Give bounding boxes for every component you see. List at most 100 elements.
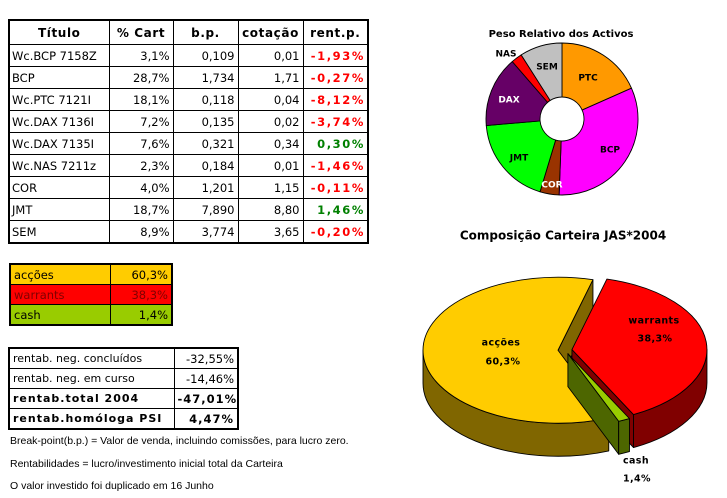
pie-slice-1-top	[571, 278, 708, 415]
table-row: SEM 8,9% 3,774 3,65 -0,20%	[8, 220, 369, 244]
table-row: Wc.DAX 7136I 7,2% 0,135 0,02 -3,74%	[8, 110, 369, 133]
table-row: BCP 28,7% 1,734 1,71 -0,27%	[8, 66, 369, 89]
donut-label-dax: DAX	[498, 96, 519, 106]
pie-chart-title: Composição Carteira JAS*2004	[460, 229, 666, 243]
cell-rent: -1,93%	[302, 44, 369, 67]
cell-cotacao: 3,65	[237, 220, 304, 244]
cell-titulo: Wc.PTC 7121I	[8, 88, 110, 111]
pie-label-acoes: acções	[482, 338, 521, 349]
cell-bp: 1,734	[172, 66, 239, 89]
cell-bp: 1,201	[172, 176, 239, 199]
header-cart: % Cart	[108, 19, 174, 45]
cell-bp: 0,184	[172, 154, 239, 177]
table-row: Wc.BCP 7158Z 3,1% 0,109 0,01 -1,93%	[8, 44, 369, 67]
cell-cart: 18,1%	[108, 88, 174, 111]
allocation-value: 38,3%	[109, 284, 173, 305]
cell-bp: 0,118	[172, 88, 239, 111]
cell-cart: 7,2%	[108, 110, 174, 133]
donut-slice-nas	[511, 54, 551, 103]
allocation-label: warrants	[9, 284, 111, 305]
cell-bp: 0,135	[172, 110, 239, 133]
donut-label-bcp: BCP	[600, 146, 620, 156]
pie-value-cash: 1,4%	[623, 474, 651, 485]
table-row: Wc.PTC 7121I 18,1% 0,118 0,04 -8,12%	[8, 88, 369, 111]
returns-value: -14,46%	[173, 368, 239, 389]
cell-cotacao: 0,04	[237, 88, 304, 111]
table-row: COR 4,0% 1,201 1,15 -0,11%	[8, 176, 369, 199]
pie-slices	[422, 276, 708, 457]
cell-titulo: COR	[8, 176, 110, 199]
table-row: JMT 18,7% 7,890 8,80 1,46%	[8, 198, 369, 221]
cell-cart: 2,3%	[108, 154, 174, 177]
cell-rent: 1,46%	[302, 198, 369, 221]
allocation-value: 60,3%	[109, 263, 173, 285]
donut-slice-bcp	[558, 87, 639, 196]
returns-label: rentab. neg. concluídos	[8, 347, 175, 369]
pie-slice-2-top	[567, 353, 630, 422]
pie-slice-0-cut-face	[557, 279, 594, 384]
donut-slice-ptc	[561, 42, 632, 111]
portfolio-header-row: Título % Cart b.p. cotação rent.p.	[8, 19, 369, 45]
cell-cotacao: 1,15	[237, 176, 304, 199]
allocation-row-warrants: warrants 38,3%	[9, 284, 173, 305]
returns-label: rentab.homóloga PSI	[8, 408, 175, 430]
returns-row-psi: rentab.homóloga PSI 4,47%	[8, 408, 239, 430]
portfolio-table: Título % Cart b.p. cotação rent.p. Wc.BC…	[8, 19, 369, 244]
cell-cotacao: 0,01	[237, 44, 304, 67]
donut-label-ptc: PTC	[578, 74, 598, 84]
donut-chart: Peso Relativo dos Activos NAS SEM PTC DA…	[485, 29, 639, 196]
donut-label-cor: COR	[541, 181, 562, 191]
returns-table: rentab. neg. concluídos -32,55% rentab. …	[8, 347, 239, 430]
allocation-row-cash: cash 1,4%	[9, 304, 173, 326]
donut-slice-jmt	[485, 120, 557, 193]
returns-row: rentab. neg. concluídos -32,55%	[8, 347, 239, 369]
donut-slice-dax	[485, 61, 549, 126]
donut-slice-sem	[520, 42, 563, 101]
pie-slice-0-side-wall	[422, 349, 610, 457]
returns-row-total: rentab.total 2004 -47,01%	[8, 388, 239, 409]
cell-cart: 3,1%	[108, 44, 174, 67]
pie-value-acoes: 60,3%	[486, 357, 521, 368]
cell-rent: 0,30%	[302, 132, 369, 155]
cell-cotacao: 1,71	[237, 66, 304, 89]
cell-rent: -0,27%	[302, 66, 369, 89]
cell-cotacao: 0,01	[237, 154, 304, 177]
allocation-row-acoes: acções 60,3%	[9, 263, 173, 285]
returns-label: rentab. neg. em curso	[8, 368, 175, 389]
cell-cart: 4,0%	[108, 176, 174, 199]
donut-chart-title: Peso Relativo dos Activos	[489, 29, 634, 40]
pie-slice-2-side-wall	[618, 418, 630, 455]
cell-cart: 7,6%	[108, 132, 174, 155]
cell-cart: 8,9%	[108, 220, 174, 244]
allocation-value: 1,4%	[109, 304, 173, 326]
cell-titulo: Wc.NAS 7211z	[8, 154, 110, 177]
allocation-label: cash	[9, 304, 111, 326]
pie-label-warrants: warrants	[628, 316, 679, 327]
returns-label: rentab.total 2004	[8, 388, 175, 409]
cell-bp: 7,890	[172, 198, 239, 221]
header-bp: b.p.	[172, 19, 239, 45]
header-rent: rent.p.	[302, 19, 369, 45]
pie-slice-0-top	[422, 276, 610, 424]
table-row: Wc.NAS 7211z 2,3% 0,184 0,01 -1,46%	[8, 154, 369, 177]
donut-label-jmt: JMT	[509, 154, 529, 164]
cell-titulo: Wc.DAX 7135I	[8, 132, 110, 155]
donut-slices	[485, 42, 639, 196]
donut-slice-cor	[539, 139, 562, 196]
table-row: Wc.DAX 7135I 7,6% 0,321 0,34 0,30%	[8, 132, 369, 155]
returns-row: rentab. neg. em curso -14,46%	[8, 368, 239, 389]
pie-chart: Composição Carteira JAS*2004 acções 60,3…	[422, 229, 708, 485]
cell-cart: 28,7%	[108, 66, 174, 89]
cell-cotacao: 0,02	[237, 110, 304, 133]
pie-value-warrants: 38,3%	[638, 334, 673, 345]
cell-cart: 18,7%	[108, 198, 174, 221]
cell-titulo: SEM	[8, 220, 110, 244]
note-rentabilidades: Rentabilidades = lucro/investimento inic…	[10, 458, 283, 470]
donut-label-sem: SEM	[536, 63, 558, 73]
cell-rent: -1,46%	[302, 154, 369, 177]
cell-titulo: Wc.DAX 7136I	[8, 110, 110, 133]
cell-titulo: JMT	[8, 198, 110, 221]
header-cotacao: cotação	[237, 19, 304, 45]
cell-titulo: BCP	[8, 66, 110, 89]
note-valor-investido: O valor investido foi duplicado em 16 Ju…	[10, 480, 214, 492]
